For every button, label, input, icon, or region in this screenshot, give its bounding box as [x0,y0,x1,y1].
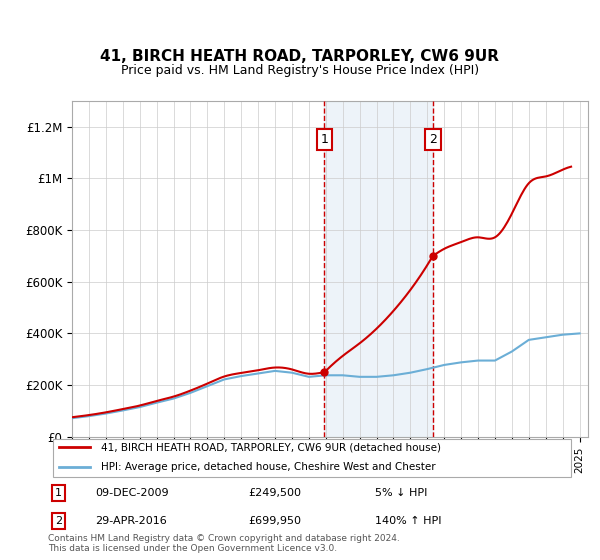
Text: 140% ↑ HPI: 140% ↑ HPI [376,516,442,526]
Text: 2: 2 [55,516,62,526]
Text: 1: 1 [55,488,62,498]
Text: Price paid vs. HM Land Registry's House Price Index (HPI): Price paid vs. HM Land Registry's House … [121,64,479,77]
Text: 2: 2 [429,133,437,146]
Text: HPI: Average price, detached house, Cheshire West and Chester: HPI: Average price, detached house, Ches… [101,462,436,472]
Text: 41, BIRCH HEATH ROAD, TARPORLEY, CW6 9UR (detached house): 41, BIRCH HEATH ROAD, TARPORLEY, CW6 9UR… [101,442,441,452]
FancyBboxPatch shape [53,439,571,477]
Text: 29-APR-2016: 29-APR-2016 [95,516,167,526]
Text: 09-DEC-2009: 09-DEC-2009 [95,488,169,498]
Text: Contains HM Land Registry data © Crown copyright and database right 2024.
This d: Contains HM Land Registry data © Crown c… [48,534,400,553]
Bar [325,101,433,437]
Text: £699,950: £699,950 [248,516,302,526]
Text: 1: 1 [320,133,328,146]
Text: 41, BIRCH HEATH ROAD, TARPORLEY, CW6 9UR: 41, BIRCH HEATH ROAD, TARPORLEY, CW6 9UR [101,49,499,64]
Text: 5% ↓ HPI: 5% ↓ HPI [376,488,428,498]
Text: £249,500: £249,500 [248,488,302,498]
